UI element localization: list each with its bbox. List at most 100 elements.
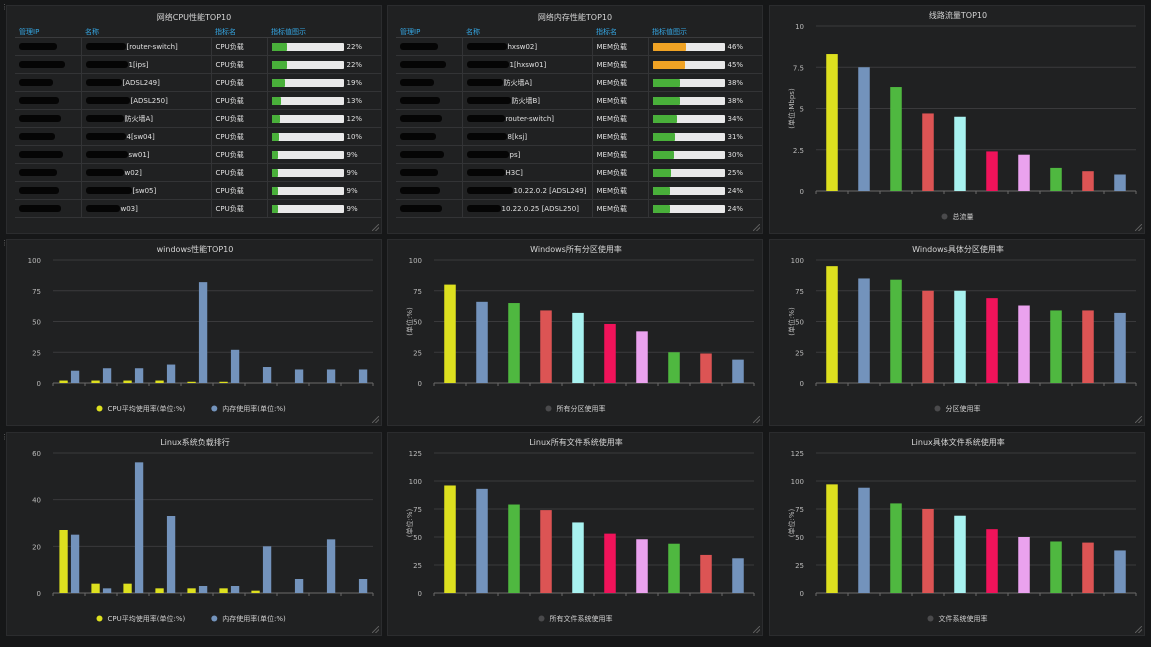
y-tick-label: 100	[791, 478, 804, 486]
y-tick-label: 50	[413, 534, 422, 542]
progress-fill	[271, 60, 288, 69]
ip-cell	[15, 163, 82, 182]
ip-cell	[396, 181, 463, 200]
panel-title: 网络内存性能TOP10	[537, 13, 613, 22]
name-text: 防火墙B]	[511, 96, 541, 105]
metric-cell: MEM负载	[592, 73, 649, 92]
value-text: 9%	[346, 168, 358, 177]
resize-handle[interactable]	[1135, 224, 1142, 231]
name-cell: 1[hxsw01]	[462, 55, 593, 74]
redacted-ip	[19, 187, 59, 194]
progress-bar	[271, 96, 344, 105]
table-row[interactable]: 8[ksj] MEM负载 31%	[396, 127, 762, 146]
bar	[476, 488, 488, 593]
cpu-table: 管理IP 名称 指标名 指标值图示 [router-switch] CPU负载 22…	[15, 26, 381, 218]
name-cell: ps]	[462, 145, 593, 164]
resize-handle[interactable]	[372, 224, 379, 231]
metric-cell: CPU负载	[211, 73, 268, 92]
table-row[interactable]: 10.22.0.2 [ADSL249] MEM负载 24%	[396, 181, 762, 200]
name-cell: hxsw02]	[462, 37, 593, 56]
drag-handle-icon[interactable]: ⋮	[1, 3, 8, 11]
redacted-name	[85, 205, 120, 212]
redacted-ip	[19, 97, 59, 104]
redacted-ip	[400, 43, 438, 50]
metric-cell: CPU负载	[211, 199, 268, 218]
table-row[interactable]: 10.22.0.25 [ADSL250] MEM负载 24%	[396, 199, 762, 218]
table-row[interactable]: 1[ips] CPU负载 22%	[15, 55, 381, 74]
y-tick-label: 0	[37, 380, 41, 388]
redacted-name	[85, 79, 122, 86]
table-row[interactable]: sw01] CPU负载 9%	[15, 145, 381, 164]
y-tick-label: 75	[413, 506, 422, 514]
resize-handle[interactable]	[372, 626, 379, 633]
table-row[interactable]: router-switch] MEM负载 34%	[396, 109, 762, 128]
value-text: 13%	[346, 96, 363, 105]
name-cell: w02]	[81, 163, 212, 182]
table-row[interactable]: 防火墙A] MEM负载 38%	[396, 73, 762, 92]
table-row[interactable]: [ADSL249] CPU负载 19%	[15, 73, 381, 92]
table-row[interactable]: hxsw02] MEM负载 46%	[396, 37, 762, 56]
table-row[interactable]: w02] CPU负载 9%	[15, 163, 381, 182]
resize-handle[interactable]	[1135, 416, 1142, 423]
y-tick-label: 100	[791, 257, 804, 265]
col-value-header: 指标值图示	[648, 26, 762, 38]
windows-all-partitions-chart: Windows所有分区使用率 (单位:%) 0 25 50 75 100 所有分区使用率	[405, 244, 755, 413]
metric-cell: MEM负载	[592, 127, 649, 146]
y-tick-label: 7.5	[793, 64, 804, 72]
ip-cell	[15, 199, 82, 218]
resize-handle[interactable]	[1135, 626, 1142, 633]
bar	[954, 116, 966, 191]
resize-handle[interactable]	[372, 416, 379, 423]
table-row[interactable]: [ADSL250] CPU负载 13%	[15, 91, 381, 110]
table-row[interactable]: 4[sw04] CPU负载 10%	[15, 127, 381, 146]
table-row[interactable]: 1[hxsw01] MEM负载 45%	[396, 55, 762, 74]
drag-handle-icon[interactable]: ⋮	[1, 433, 8, 441]
linux-fs-panel: Linux具体文件系统使用率 (单位:%) 0 25 50 75 100 125 文件系统使用率	[769, 432, 1145, 636]
table-row[interactable]: [router-switch] CPU负载 22%	[15, 37, 381, 56]
name-text: [ADSL250]	[130, 96, 168, 105]
table-row[interactable]: 防火墙A] CPU负载 12%	[15, 109, 381, 128]
name-text: H3C]	[505, 168, 523, 177]
ip-cell	[15, 109, 82, 128]
table-header-row: 管理IP 名称 指标名 指标值图示	[396, 26, 762, 38]
name-text: [ADSL249]	[122, 78, 160, 87]
progress-bar	[652, 168, 725, 177]
redacted-name	[466, 169, 505, 176]
y-axis-label: (单位:%)	[405, 307, 414, 336]
resize-handle[interactable]	[753, 626, 760, 633]
legend-label: 所有分区使用率	[557, 404, 606, 413]
name-cell: 1[ips]	[81, 55, 212, 74]
name-cell: router-switch]	[462, 109, 593, 128]
resize-handle[interactable]	[753, 416, 760, 423]
legend-label: CPU平均使用率(单位:%)	[108, 614, 186, 623]
drag-handle-icon[interactable]: ⋮	[1, 239, 8, 247]
bar	[858, 487, 870, 593]
y-tick-label: 75	[413, 288, 422, 296]
table-row[interactable]: [sw05] CPU负载 9%	[15, 181, 381, 200]
metric-cell: CPU负载	[211, 55, 268, 74]
progress-bar	[271, 132, 344, 141]
y-tick-label: 10	[795, 23, 804, 31]
progress-bar	[271, 186, 344, 195]
value-text: 9%	[346, 186, 358, 195]
bar	[922, 509, 934, 593]
bar	[326, 539, 336, 593]
table-row[interactable]: ps] MEM负载 30%	[396, 145, 762, 164]
col-name-header: 名称	[81, 26, 211, 38]
bar	[123, 583, 132, 593]
ip-cell	[396, 145, 463, 164]
metric-cell: CPU负载	[211, 37, 268, 56]
table-row[interactable]: 防火墙B] MEM负载 38%	[396, 91, 762, 110]
bar	[476, 301, 488, 383]
name-cell: w03]	[81, 199, 212, 218]
table-row[interactable]: H3C] MEM负载 25%	[396, 163, 762, 182]
bar	[508, 303, 520, 383]
table-row[interactable]: w03] CPU负载 9%	[15, 199, 381, 218]
redacted-name	[85, 169, 124, 176]
resize-handle[interactable]	[753, 224, 760, 231]
bar	[986, 298, 998, 383]
bar	[59, 380, 68, 383]
ip-cell	[15, 181, 82, 200]
redacted-name	[466, 187, 513, 194]
bar	[1050, 541, 1062, 593]
